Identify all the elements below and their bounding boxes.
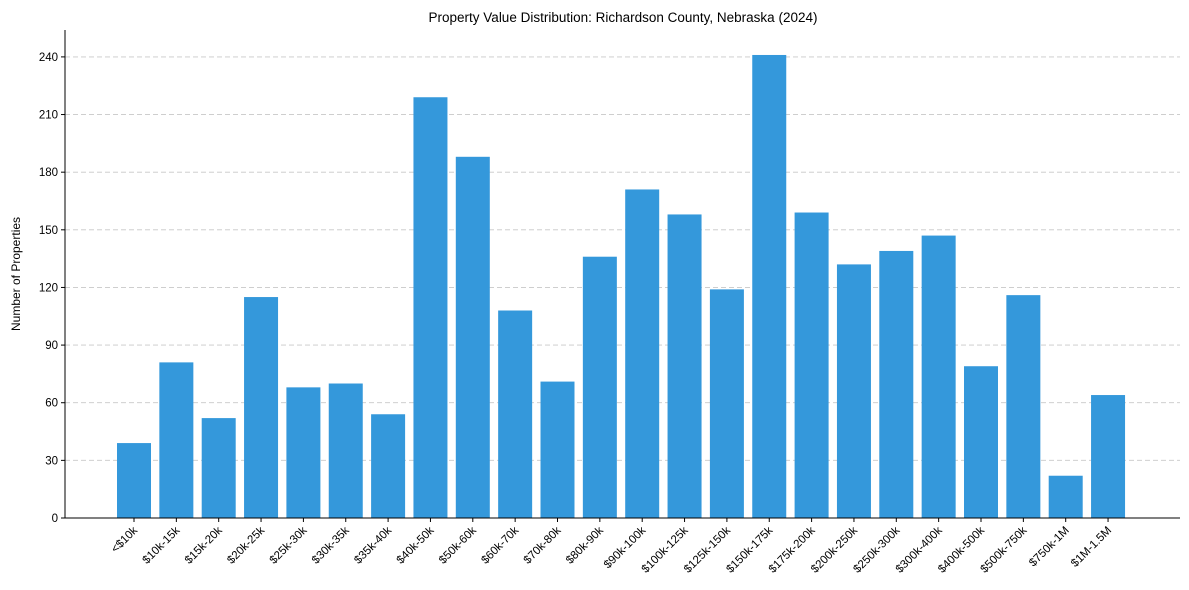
bar: [752, 54, 787, 518]
bar: [201, 418, 236, 518]
bar: [117, 443, 151, 518]
x-tick-label: $750k-1M: [1027, 525, 1072, 570]
y-tick-label: 30: [45, 455, 58, 467]
bar: [625, 189, 660, 518]
x-tick-label: $1M-1.5M: [1069, 525, 1114, 570]
x-ticks: <$10k $10k-15k $15k-20k $20k-25k $25k-30k $30…: [109, 518, 1114, 576]
bar: [921, 235, 956, 518]
bar: [709, 289, 744, 518]
x-tick-label: $10k-15k: [141, 524, 183, 566]
bar: [413, 97, 448, 519]
chart-title: Property Value Distribution: Richardson …: [429, 10, 818, 25]
bar: [836, 264, 871, 518]
y-tick-label: 180: [39, 167, 58, 179]
x-tick-label: <$10k: [109, 524, 140, 555]
y-tick-label: 60: [45, 398, 58, 410]
bar: [1091, 395, 1126, 518]
y-tick-label: 0: [52, 513, 58, 525]
bar: [540, 381, 575, 518]
x-tick-label: $40k-50k: [395, 524, 437, 566]
bar: [286, 387, 321, 518]
axes: [64, 30, 1180, 519]
y-tick-label: 120: [39, 282, 58, 294]
bar: [244, 297, 279, 518]
bar: [328, 383, 363, 518]
x-tick-label: $50k-60k: [437, 524, 479, 566]
x-tick-label: $500k-750k: [978, 524, 1029, 575]
x-tick-label: $25k-30k: [268, 524, 310, 566]
bar: [964, 366, 998, 518]
bar: [879, 250, 914, 518]
bar: [371, 414, 406, 518]
x-tick-label: $15k-20k: [183, 524, 225, 566]
bar: [794, 212, 829, 518]
x-tick-label: $30k-35k: [310, 524, 352, 566]
bar: [159, 362, 194, 518]
x-tick-label: $80k-90k: [564, 524, 606, 566]
y-tick-label: 150: [39, 225, 58, 237]
y-axis-label: Number of Properties: [9, 217, 23, 331]
x-tick-label: $60k-70k: [479, 524, 521, 566]
bar: [498, 310, 533, 518]
bars: [117, 54, 1126, 519]
x-tick-label: $20k-25k: [225, 524, 267, 566]
y-ticks: 0 30 60 90 120 150 180 210 240: [39, 52, 65, 525]
y-tick-label: 240: [39, 52, 58, 64]
bar: [455, 156, 490, 518]
x-tick-label: $70k-80k: [522, 524, 564, 566]
x-tick-label: $35k-40k: [352, 524, 394, 566]
bar: [1048, 475, 1083, 518]
bar: [667, 214, 702, 518]
y-tick-label: 210: [39, 110, 58, 122]
bar: [582, 256, 617, 518]
y-tick-label: 90: [45, 340, 58, 352]
bar: [1006, 295, 1041, 518]
